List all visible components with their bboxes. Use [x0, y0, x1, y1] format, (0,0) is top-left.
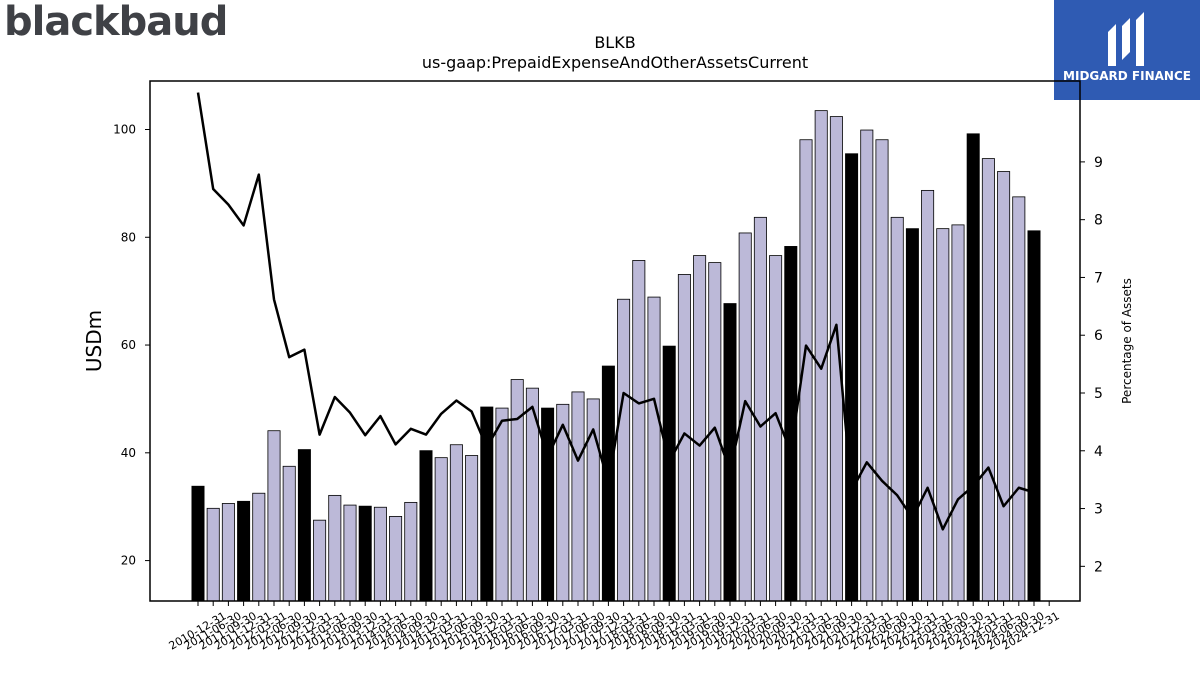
y-axis-right: 2 3 4 5 6 7 8 9 — [1080, 155, 1103, 575]
y2-tick-label: 7 — [1094, 270, 1103, 286]
bar-2011-12-31 — [252, 492, 266, 602]
blackbaud-logo: blackbaud — [4, 0, 228, 45]
bar-2011-03-31 — [206, 507, 220, 602]
bar-2019-03-31 — [693, 255, 707, 602]
bar-2012-12-31 — [313, 519, 327, 602]
bar-2024-09-30 — [1027, 230, 1041, 602]
bar-2015-06-30 — [465, 455, 479, 602]
bar-2020-06-30 — [769, 255, 783, 602]
bar-2016-09-30 — [541, 407, 555, 602]
y-tick-label: 40 — [121, 446, 136, 460]
y-tick-label: 20 — [121, 554, 136, 568]
y-axis-label: USDm — [82, 310, 106, 372]
bar-2010-12-31 — [191, 485, 205, 602]
bar-2022-09-30 — [905, 228, 919, 602]
y2-tick-label: 9 — [1094, 155, 1103, 171]
bar-2020-03-31 — [753, 216, 767, 602]
bar-2014-03-31 — [389, 515, 403, 602]
bar-2016-03-31 — [510, 379, 524, 602]
bar-series — [191, 110, 1041, 602]
y-tick-label: 100 — [113, 122, 136, 136]
bar-2023-09-30 — [966, 133, 980, 602]
y2-tick-label: 8 — [1094, 213, 1103, 229]
bar-2013-09-30 — [358, 505, 372, 602]
bar-2013-03-31 — [328, 494, 342, 602]
y2-tick-label: 5 — [1094, 386, 1103, 402]
bar-2018-06-30 — [647, 296, 661, 602]
bar-2012-03-31 — [267, 430, 281, 602]
bar-2013-12-31 — [373, 506, 387, 602]
bar-2014-12-31 — [434, 457, 448, 602]
bar-2021-09-30 — [845, 153, 859, 602]
bar-2012-09-30 — [297, 449, 311, 602]
y-tick-label: 60 — [121, 338, 136, 352]
y2-tick-label: 2 — [1094, 559, 1103, 575]
bar-2015-03-31 — [449, 444, 463, 602]
bar-2023-12-31 — [981, 158, 995, 602]
bar-2022-12-31 — [921, 189, 935, 602]
y2-tick-label: 3 — [1094, 502, 1103, 518]
bar-2017-12-31 — [617, 298, 631, 602]
y2-axis-label: Percentage of Assets — [1120, 278, 1134, 404]
bar-2021-12-31 — [860, 129, 874, 602]
bar-2022-06-30 — [890, 216, 904, 602]
bar-2024-03-31 — [997, 171, 1011, 602]
midgard-m-icon — [1108, 12, 1144, 66]
bar-2023-06-30 — [951, 224, 965, 602]
y2-tick-label: 6 — [1094, 328, 1103, 344]
bar-2011-09-30 — [237, 500, 251, 602]
bar-2018-09-30 — [662, 345, 676, 602]
y-axis-left: 20 40 60 80 100 — [113, 122, 150, 568]
plot-frame — [149, 80, 1081, 602]
bar-2023-03-31 — [936, 228, 950, 602]
percentage-line — [196, 92, 1035, 531]
bar-2017-03-31 — [571, 391, 585, 602]
midgard-finance-wordmark: MIDGARD FINANCE — [1063, 69, 1191, 83]
x-axis: 2010-12-312011-06-302011-09-302011-12-31… — [167, 601, 1062, 653]
bar-2018-03-31 — [632, 260, 646, 602]
bar-2024-06-30 — [1012, 196, 1026, 602]
bar-2015-12-31 — [495, 407, 509, 602]
bar-2022-03-31 — [875, 139, 889, 602]
y-tick-label: 80 — [121, 230, 136, 244]
bar-2013-06-30 — [343, 504, 357, 602]
bar-2014-09-30 — [419, 450, 433, 602]
y2-tick-label: 4 — [1094, 444, 1103, 460]
midgard-finance-logo: MIDGARD FINANCE — [1054, 0, 1200, 100]
bar-2012-06-30 — [282, 465, 296, 602]
bar-2014-06-30 — [404, 501, 418, 602]
line-series — [196, 92, 1035, 531]
chart-title: BLKB — [594, 33, 635, 52]
chart-subtitle: us-gaap:PrepaidExpenseAndOtherAssetsCurr… — [422, 53, 808, 72]
bar-2011-06-30 — [221, 503, 235, 602]
